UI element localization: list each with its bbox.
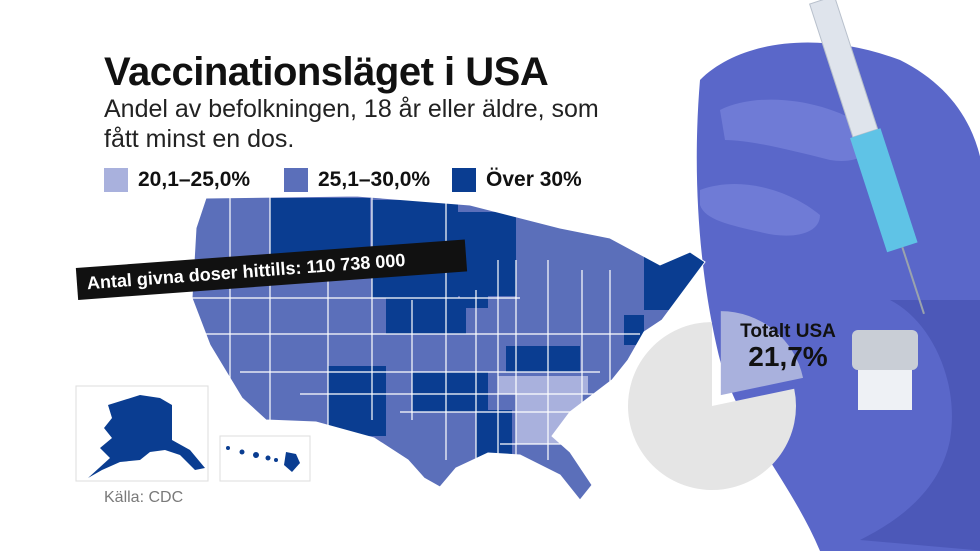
page-title: Vaccinationsläget i USA [104,50,549,94]
legend-item-light: 20,1–25,0% [104,168,250,192]
state-oklahoma [412,372,488,412]
subtitle: Andel av befolkningen, 18 år eller äldre… [104,95,599,153]
state-new-mexico [328,366,386,436]
legend-label-light: 20,1–25,0% [138,168,251,191]
syringe-illustration [809,0,925,315]
state-new-jersey [624,315,644,345]
pie-share-slice [720,311,804,396]
legend-swatch-dark [452,168,476,192]
total-usa-label: Totalt USA [740,321,836,342]
legend-swatch-mid [284,168,308,192]
state-alabama-mississippi-georgia [516,394,582,444]
total-usa-value: 21,7% [748,341,828,372]
state-nebraska [386,298,466,334]
state-iowa [460,276,488,308]
hawaii-inset [219,435,311,482]
alaska-inset [75,385,209,482]
legend-label-dark: Över 30% [486,168,582,191]
source-credit: Källa: CDC [104,489,184,506]
state-kentucky [506,346,580,372]
legend-swatch-light [104,168,128,192]
legend-item-mid: 25,1–30,0% [284,168,430,192]
legend-label-mid: 25,1–30,0% [318,168,431,191]
legend-item-dark: Över 30% [452,168,582,192]
state-tennessee [498,376,588,394]
pie-rest-slice [628,322,796,490]
total-usa-pie-chart [628,311,804,490]
vial-illustration [852,330,918,410]
